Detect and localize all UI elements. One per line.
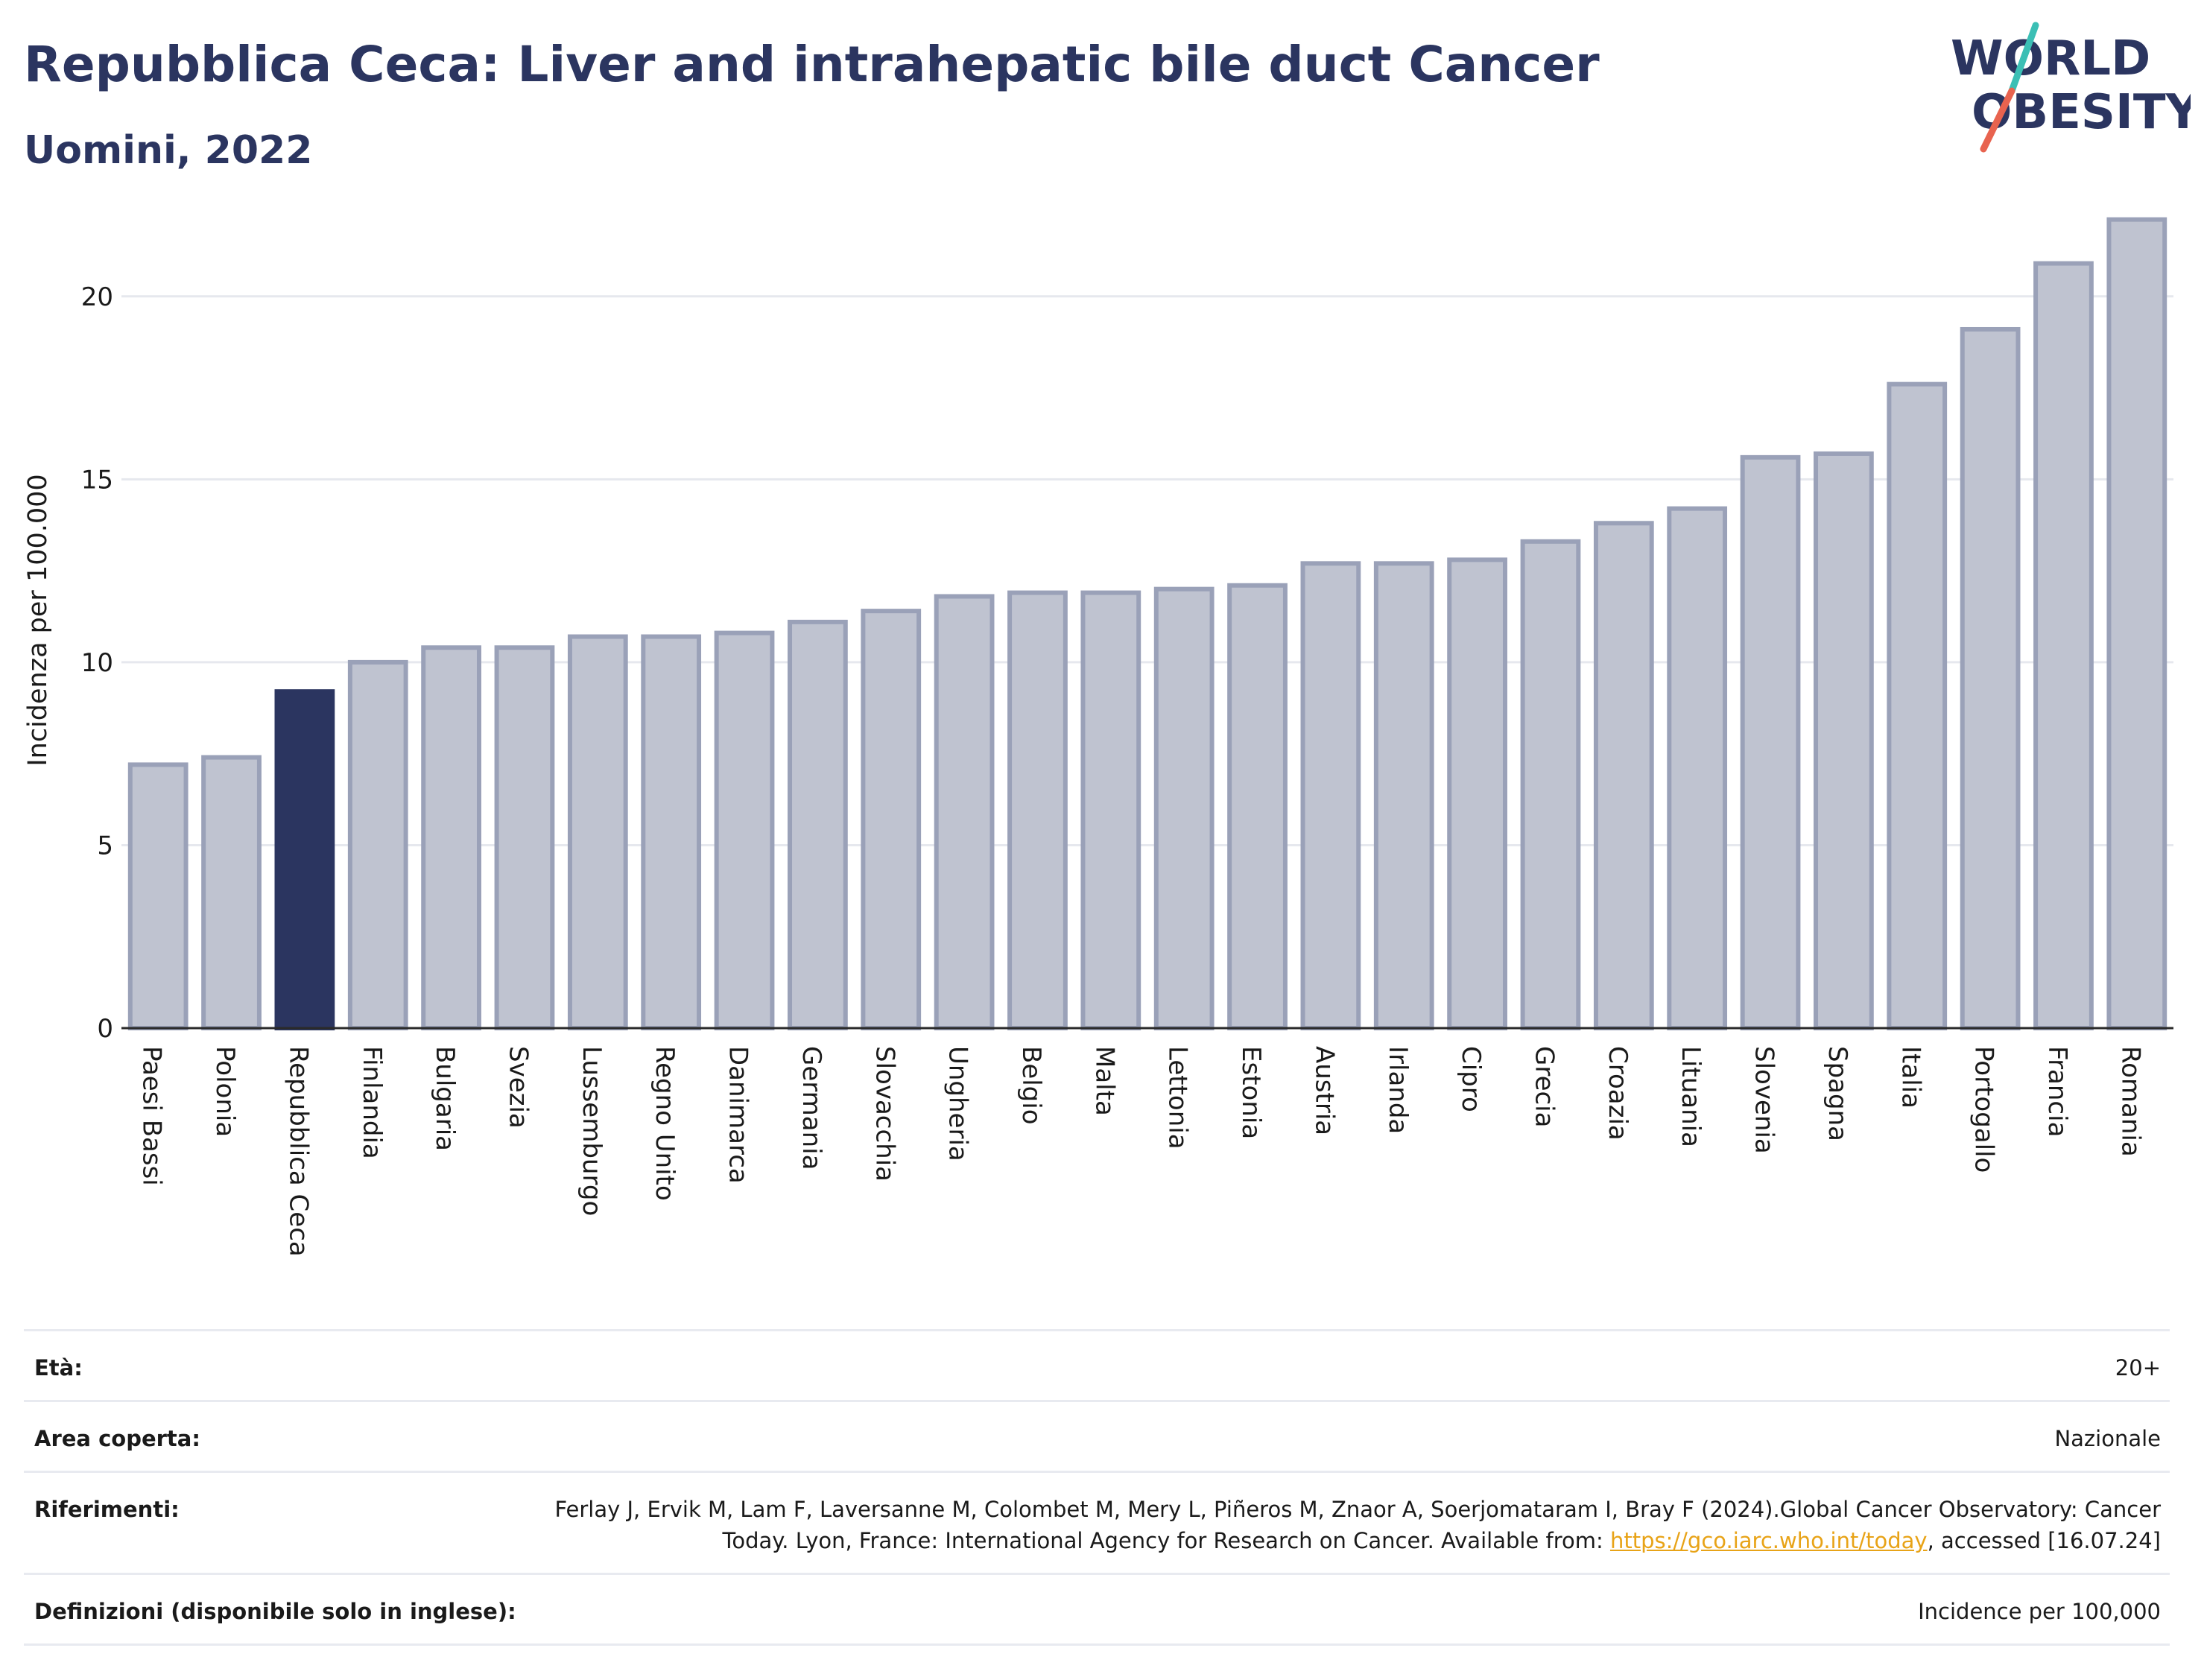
x-tick-label: Paesi Bassi bbox=[137, 1046, 167, 1186]
bar-svezia bbox=[494, 645, 555, 1030]
info-row-definitions: Definizioni (disponibile solo in inglese… bbox=[24, 1573, 2170, 1646]
x-tick-label: Francia bbox=[2042, 1046, 2072, 1137]
bar-ungheria bbox=[934, 594, 995, 1030]
bar-romania bbox=[2106, 217, 2167, 1031]
bar-spagna bbox=[1814, 451, 1874, 1030]
chart-subtitle: Uomini, 2022 bbox=[24, 128, 313, 173]
x-tick-label: Romania bbox=[2115, 1046, 2145, 1157]
x-tick-label: Finlandia bbox=[357, 1046, 387, 1159]
x-tick-label: Italia bbox=[1896, 1046, 1925, 1109]
bar-slovenia bbox=[1740, 454, 1801, 1030]
y-tick-label: 5 bbox=[97, 831, 113, 860]
x-tick-label: Slovacchia bbox=[870, 1046, 899, 1182]
bar-polonia bbox=[201, 755, 262, 1030]
bar-estonia bbox=[1227, 583, 1288, 1030]
references-value: Ferlay J, Ervik M, Lam F, Laversanne M, … bbox=[484, 1494, 2161, 1556]
x-tick-label: Grecia bbox=[1529, 1046, 1559, 1127]
bar-austria bbox=[1300, 561, 1361, 1030]
references-text: Ferlay J, Ervik M, Lam F, Laversanne M, … bbox=[554, 1497, 2161, 1553]
info-row-references: Riferimenti: Ferlay J, Ervik M, Lam F, L… bbox=[24, 1471, 2170, 1573]
y-tick-label: 20 bbox=[81, 282, 113, 312]
area-label: Area coperta: bbox=[34, 1426, 200, 1451]
bar-italia bbox=[1887, 381, 1948, 1030]
x-tick-label: Malta bbox=[1089, 1046, 1119, 1116]
x-tick-label: Spagna bbox=[1823, 1046, 1852, 1141]
bar-portogallo bbox=[1960, 326, 2021, 1030]
bar-lituania bbox=[1667, 506, 1728, 1030]
references-link[interactable]: https://gco.iarc.who.int/today bbox=[1609, 1528, 1928, 1553]
x-tick-label: Svezia bbox=[503, 1046, 533, 1129]
bar-lettonia bbox=[1153, 586, 1215, 1030]
info-row-age: Età: 20+ bbox=[24, 1329, 2170, 1400]
y-axis-title: Incidenza per 100.000 bbox=[23, 474, 53, 766]
x-tick-label: Estonia bbox=[1236, 1046, 1266, 1139]
info-row-area: Area coperta: Nazionale bbox=[24, 1400, 2170, 1471]
age-value: 20+ bbox=[2115, 1355, 2161, 1381]
x-tick-label: Polonia bbox=[210, 1046, 240, 1137]
x-tick-label: Lussemburgo bbox=[577, 1046, 607, 1216]
y-tick-label: 10 bbox=[81, 648, 113, 678]
bar-regno-unito bbox=[641, 634, 702, 1030]
bar-belgio bbox=[1007, 590, 1068, 1030]
y-tick-label: 0 bbox=[97, 1014, 113, 1044]
world-obesity-logo: WORLD OBESITY bbox=[1951, 22, 2191, 153]
x-tick-label: Danimarca bbox=[723, 1046, 753, 1184]
x-tick-label: Slovenia bbox=[1749, 1046, 1779, 1154]
area-value: Nazionale bbox=[2054, 1426, 2161, 1451]
logo-text-world: WORLD bbox=[1951, 31, 2150, 86]
x-tick-label: Portogallo bbox=[1969, 1046, 1999, 1173]
bar-grecia bbox=[1520, 539, 1581, 1030]
bar-paesi-bassi bbox=[127, 762, 189, 1031]
y-tick-label: 15 bbox=[81, 465, 113, 495]
x-tick-label: Lettonia bbox=[1163, 1046, 1193, 1150]
bar-francia bbox=[2033, 261, 2094, 1031]
x-tick-label: Bulgaria bbox=[430, 1046, 460, 1151]
references-label: Riferimenti: bbox=[34, 1497, 180, 1522]
bar-repubblica-ceca bbox=[274, 689, 335, 1031]
x-tick-label: Ungheria bbox=[943, 1046, 973, 1161]
x-tick-label: Irlanda bbox=[1383, 1046, 1413, 1134]
bar-danimarca bbox=[714, 630, 775, 1030]
bar-chart: 0 5 10 15 20 Paesi Bassi Polonia Repubblica Cec… bbox=[23, 217, 2173, 1257]
definitions-label: Definizioni (disponibile solo in inglese… bbox=[34, 1599, 516, 1624]
x-tick-label: Regno Unito bbox=[650, 1046, 680, 1201]
chart-title: Repubblica Ceca: Liver and intrahepatic … bbox=[24, 36, 1600, 93]
bar-irlanda bbox=[1373, 561, 1434, 1030]
logo-slash-coral bbox=[1980, 87, 2015, 153]
bar-croazia bbox=[1593, 521, 1654, 1030]
x-tick-label: Croazia bbox=[1603, 1046, 1633, 1141]
bar-bulgaria bbox=[421, 645, 481, 1030]
references-accessed: , accessed [16.07.24] bbox=[1927, 1528, 2161, 1553]
x-tick-label: Germania bbox=[797, 1046, 826, 1170]
bar-slovacchia bbox=[861, 609, 922, 1030]
x-tick-label: Lituania bbox=[1676, 1046, 1706, 1147]
bar-finlandia bbox=[347, 659, 408, 1031]
age-label: Età: bbox=[34, 1355, 83, 1381]
info-table: Età: 20+ Area coperta: Nazionale Riferim… bbox=[24, 1329, 2170, 1646]
bar-lussemburgo bbox=[567, 634, 628, 1030]
tick-labels: 0 5 10 15 20 Paesi Bassi Polonia Repubblica Cec… bbox=[81, 282, 2146, 1257]
logo-slash-teal bbox=[2008, 22, 2039, 95]
definitions-value: Incidence per 100,000 bbox=[1918, 1599, 2161, 1624]
x-tick-label: Cipro bbox=[1456, 1046, 1486, 1112]
bar-germania bbox=[788, 619, 848, 1030]
bar-cipro bbox=[1447, 557, 1507, 1030]
x-tick-label: Belgio bbox=[1016, 1046, 1046, 1125]
x-tick-label: Repubblica Ceca bbox=[283, 1046, 313, 1257]
bars bbox=[127, 217, 2167, 1031]
bar-malta bbox=[1080, 590, 1141, 1030]
x-tick-label: Austria bbox=[1309, 1046, 1339, 1135]
